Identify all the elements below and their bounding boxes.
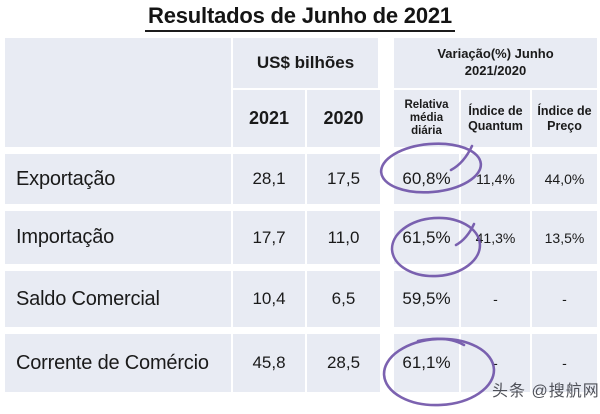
cell-saldo-relativa: 59,5% (394, 271, 461, 327)
group-header-usd: US$ bilhões (233, 38, 380, 90)
page-title: Resultados de Junho de 2021 (145, 3, 455, 32)
cell-corrente-2021: 45,8 (233, 334, 307, 392)
cell-exportacao-quantum: 11,4% (461, 154, 532, 204)
row-label-importacao: Importação (5, 211, 233, 264)
column-header-quantum: Índice de Quantum (461, 90, 532, 147)
cell-importacao-quantum: 41,3% (461, 211, 532, 264)
cell-importacao-2021: 17,7 (233, 211, 307, 264)
watermark-text: 头条 @搜航网 (492, 383, 600, 400)
cell-exportacao-2021: 28,1 (233, 154, 307, 204)
cell-saldo-preco: - (532, 271, 597, 327)
cell-importacao-relativa: 61,5% (394, 211, 461, 264)
cell-exportacao-2020: 17,5 (307, 154, 380, 204)
row-label-corrente-comercio: Corrente de Comércio (5, 334, 233, 392)
column-header-preco: Índice de Preço (532, 90, 597, 147)
cell-corrente-2020: 28,5 (307, 334, 380, 392)
column-header-2021: 2021 (233, 90, 307, 147)
cell-corrente-preco: - (532, 334, 597, 392)
corner-cell (5, 38, 233, 147)
cell-importacao-preco: 13,5% (532, 211, 597, 264)
cell-corrente-relativa: 61,1% (394, 334, 461, 392)
cell-importacao-2020: 11,0 (307, 211, 380, 264)
cell-exportacao-preco: 44,0% (532, 154, 597, 204)
cell-saldo-2020: 6,5 (307, 271, 380, 327)
column-header-2020: 2020 (307, 90, 380, 147)
cell-saldo-2021: 10,4 (233, 271, 307, 327)
cell-exportacao-relativa: 60,8% (394, 154, 461, 204)
group-header-variation: Variação(%) Junho 2021/2020 (394, 38, 597, 90)
row-label-exportacao: Exportação (5, 154, 233, 204)
results-table: US$ bilhões Variação(%) Junho 2021/2020 … (5, 38, 597, 392)
row-label-saldo-comercial: Saldo Comercial (5, 271, 233, 327)
cell-saldo-quantum: - (461, 271, 532, 327)
title-bar: Resultados de Junho de 2021 (0, 3, 600, 32)
column-header-relativa: Relativa média diária (394, 90, 461, 147)
